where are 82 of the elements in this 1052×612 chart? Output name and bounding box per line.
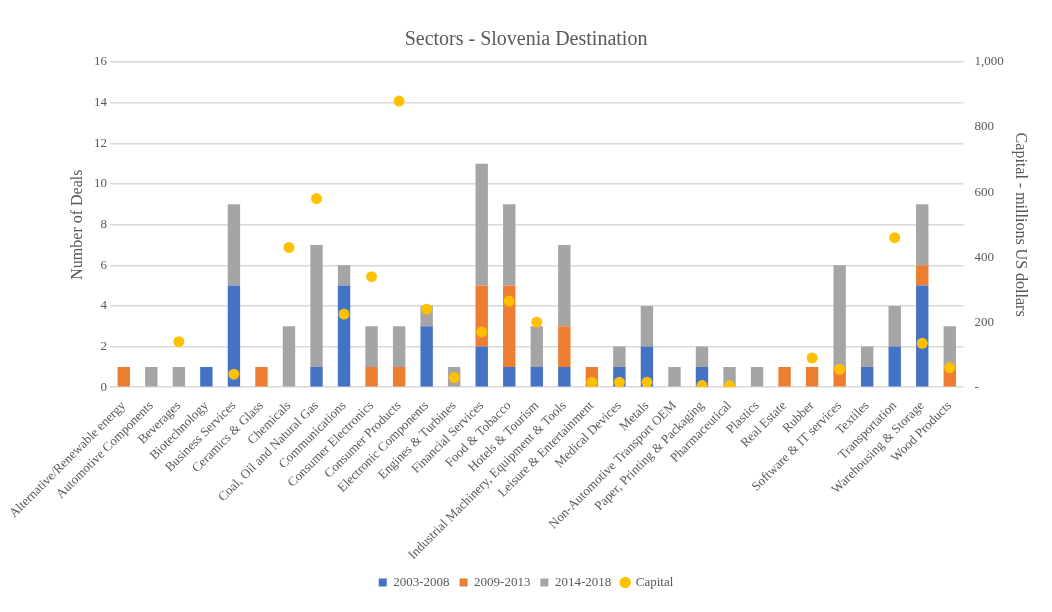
y2-tick-label: 200 [974,313,995,329]
point [476,326,488,338]
point [311,193,323,205]
chart-title: Sectors - Slovenia Destination [404,27,648,50]
point [641,376,653,388]
y-tick-label: 8 [100,216,108,232]
bar [558,326,571,367]
point [944,362,956,374]
point [834,363,846,375]
y2-tick-label: - [974,378,979,394]
point [283,241,295,253]
y2-tick-label: 800 [974,118,995,134]
bar [420,326,433,387]
bar [916,265,929,286]
legend-label: 2003-2008 [393,573,450,589]
bar [888,346,901,387]
bar [310,244,323,367]
bar [172,366,186,387]
legend-label: 2009-2013 [474,573,531,589]
bar [337,265,351,286]
y-tick-label: 2 [100,338,108,354]
y-tick-label: 0 [100,378,108,394]
point [916,337,928,349]
y2-axis-title: Capital - millions US dollars [1012,132,1031,317]
bar [365,326,378,367]
bar [475,346,488,387]
bar [916,285,929,387]
point [806,352,818,364]
bar [365,366,378,387]
y-tick-label: 10 [94,175,108,191]
y2-tick-label: 1,000 [974,53,1004,69]
bar [255,366,268,387]
bar [558,244,571,327]
bar [805,366,819,387]
bar [310,366,323,387]
point [338,308,350,320]
point [228,368,240,380]
legend-label: 2014-2018 [554,573,612,589]
bar [558,366,571,387]
bar [337,285,351,387]
bar [392,366,406,387]
y2-tick-label: 600 [974,183,995,199]
y-tick-label: 6 [100,256,108,272]
bar [943,326,956,367]
y-tick-label: 16 [94,53,108,69]
bar [117,366,130,387]
point [421,303,433,315]
y2-tick-label: 400 [974,248,995,264]
bar [530,326,543,367]
bar [227,204,241,286]
bar [475,163,488,286]
bar [613,346,626,367]
bar [668,366,681,387]
point [173,336,185,348]
point [503,295,515,307]
bar [503,366,516,387]
y-tick-label: 14 [94,94,108,110]
bar [833,265,846,367]
bar [860,346,874,367]
bar [503,204,516,286]
bar [888,305,901,347]
y-tick-label: 12 [94,134,108,150]
point [393,95,405,107]
point [889,232,901,244]
legend-label: Capital [635,573,674,589]
bar [227,285,241,387]
bar [530,366,543,387]
point [366,271,378,283]
bar [750,366,764,387]
y-tick-label: 4 [100,297,108,313]
bar [695,346,709,367]
y-axis-title: Number of Deals [67,169,85,280]
bar [392,326,406,367]
bar [860,366,874,387]
bar [282,326,296,387]
bar [145,366,158,387]
bar [640,305,654,347]
point [531,316,543,328]
bar [503,285,516,367]
bar [778,366,791,387]
bar [200,366,213,387]
bar [916,204,929,266]
